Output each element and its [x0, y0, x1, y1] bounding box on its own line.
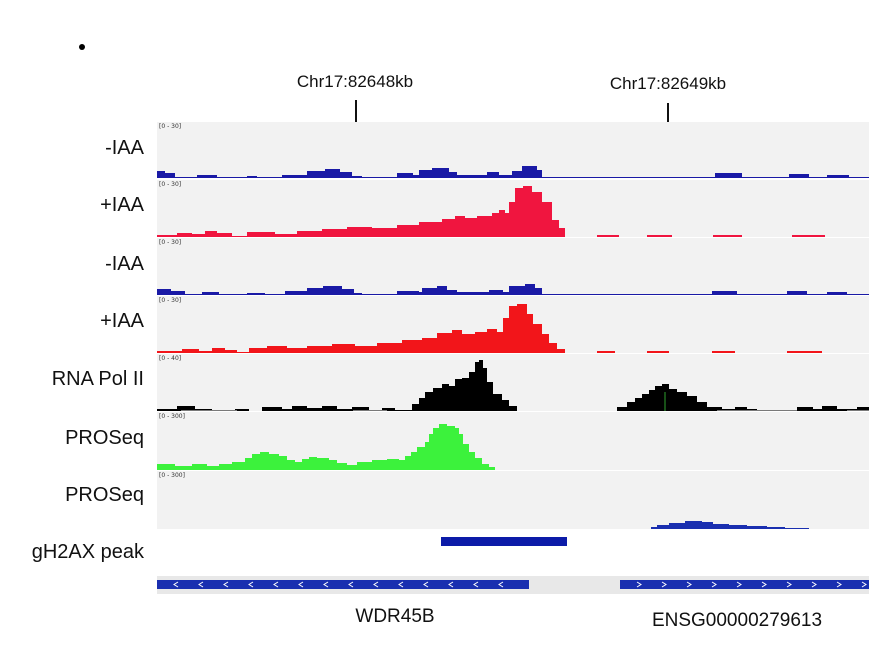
track-scale: [0 - 300] — [159, 413, 185, 420]
ruler-tick-1 — [355, 100, 357, 123]
signal-proseq-plus — [157, 424, 495, 470]
gene-model-wdr45b — [157, 580, 529, 589]
gene-label-wdr45b: WDR45B — [355, 606, 435, 627]
track-minus-iaa-1[interactable]: [0 - 30] — [157, 122, 869, 178]
signal-plus-iaa-1 — [157, 186, 869, 237]
track-scale: [0 - 40] — [159, 355, 182, 362]
track-label-rna-pol-ii: RNA Pol II — [51, 368, 144, 390]
signal-minus-iaa-2 — [157, 284, 869, 295]
track-gh2ax-peak[interactable] — [157, 530, 869, 575]
ruler-tick-2 — [667, 103, 669, 124]
gh2ax-peak-bar[interactable] — [441, 537, 567, 546]
gene-model-ensg00000279613 — [620, 580, 869, 589]
track-label-gh2ax-peak: gH2AX peak — [31, 541, 144, 563]
track-minus-iaa-2[interactable]: [0 - 30] — [157, 238, 869, 295]
signal-minus-iaa-1 — [157, 166, 869, 178]
ruler-tick-label-2: Chr17:82649kb — [609, 74, 727, 93]
track-proseq-minus[interactable]: [0 - 300] — [157, 471, 869, 529]
signal-rna-pol-ii — [157, 360, 869, 411]
track-rna-pol-ii[interactable]: [0 - 40] — [157, 354, 869, 411]
track-scale: [0 - 30] — [159, 123, 182, 130]
track-label-plus-iaa-2: +IAA — [100, 310, 144, 332]
strand-arrows-plus — [636, 581, 867, 588]
strand-arrows-minus — [173, 581, 504, 588]
track-label-proseq-minus: PROSeq — [65, 484, 144, 506]
track-proseq-plus[interactable]: [0 - 300] — [157, 412, 869, 470]
track-label-plus-iaa-1: +IAA — [100, 194, 144, 216]
track-label-minus-iaa-1: -IAA — [105, 137, 144, 159]
gene-models — [157, 580, 869, 589]
track-scale: [0 - 300] — [159, 472, 185, 479]
gene-label-ensg00000279613: ENSG00000279613 — [651, 610, 823, 631]
track-scale: [0 - 30] — [159, 181, 182, 188]
gene-annotation-track[interactable] — [157, 576, 869, 594]
bullet-marker — [79, 44, 85, 50]
track-scale: [0 - 30] — [159, 297, 182, 304]
signal-plus-iaa-2 — [157, 304, 869, 353]
ruler-tick-label-1: Chr17:82648kb — [296, 72, 414, 91]
track-label-minus-iaa-2: -IAA — [105, 253, 144, 275]
track-label-proseq-plus: PROSeq — [65, 427, 144, 449]
signal-proseq-minus — [651, 521, 809, 529]
track-plus-iaa-1[interactable]: [0 - 30] — [157, 180, 869, 237]
track-scale: [0 - 30] — [159, 239, 182, 246]
track-plus-iaa-2[interactable]: [0 - 30] — [157, 296, 869, 353]
